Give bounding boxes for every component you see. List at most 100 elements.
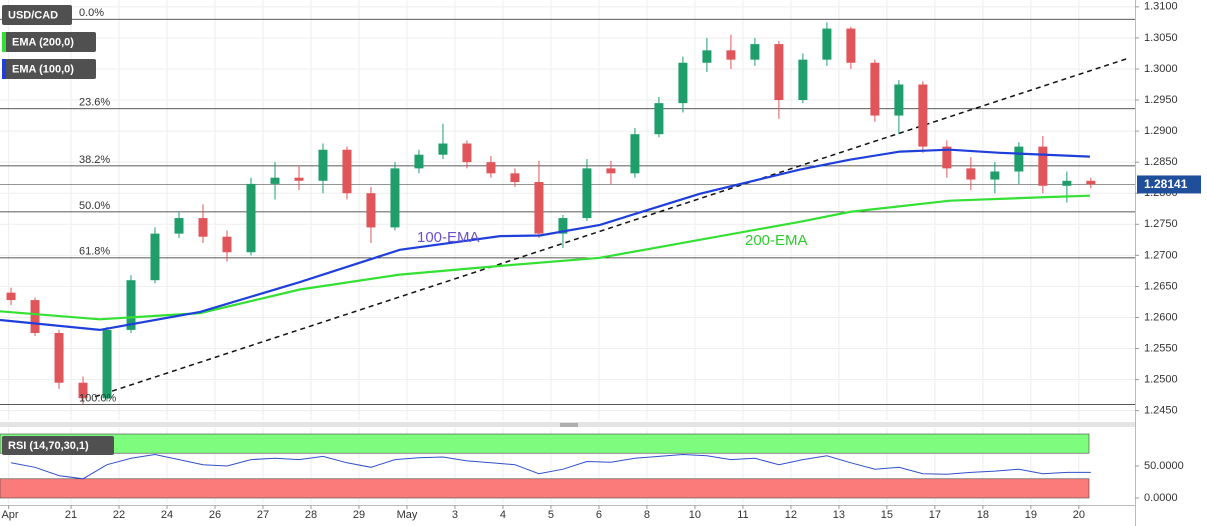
candle-body (606, 168, 616, 174)
y-tick-label: 1.3100 (1144, 1, 1178, 13)
x-tick-label: 22 (113, 509, 125, 521)
x-tick-label: 4 (500, 509, 506, 521)
legend-swatch (2, 59, 6, 79)
ema-line (0, 148, 1090, 332)
candle-body (678, 62, 688, 104)
candle-body (822, 28, 832, 60)
x-tick-label: 19 (1025, 509, 1037, 521)
candle-body (630, 134, 640, 174)
candle-body (222, 236, 232, 253)
fib-label: 0.0% (79, 7, 104, 19)
x-tick-label: 11 (737, 509, 748, 521)
ema-annotation: 100-EMA (417, 229, 480, 246)
x-tick-label: 18 (977, 509, 989, 521)
candle-body (246, 183, 256, 253)
candle-body (750, 44, 760, 60)
candle-body (702, 50, 712, 63)
y-tick-label: 1.2450 (1144, 405, 1178, 417)
fib-label: 100.0% (79, 392, 117, 404)
y-tick-label: 1.2550 (1144, 342, 1178, 354)
candle-body (942, 146, 952, 169)
candle-body (726, 50, 736, 60)
rsi-band (0, 433, 1090, 454)
fib-label: 38.2% (79, 154, 110, 166)
x-tick-label: 26 (209, 509, 221, 521)
x-tick-label: 29 (353, 509, 365, 521)
candle-body (198, 218, 208, 237)
candle-body (918, 84, 928, 147)
candle-body (558, 218, 568, 234)
candle-body (6, 292, 16, 301)
candle-body (510, 173, 520, 183)
candle-body (486, 162, 496, 174)
x-tick-label: 10 (689, 509, 701, 521)
legend-entry[interactable]: EMA (200,0) (12, 36, 74, 48)
x-tick-label: 28 (305, 509, 317, 521)
indicator-title[interactable]: RSI (14,70,30,1) (8, 440, 89, 452)
legend-box[interactable] (2, 32, 96, 52)
candle-body (366, 193, 376, 228)
x-tick-label: 8 (644, 509, 650, 521)
candle-body (654, 103, 664, 135)
y-tick-label: 1.2950 (1144, 94, 1178, 106)
y-tick-label: 0.0000 (1144, 492, 1178, 504)
x-tick-label: 13 (833, 509, 845, 521)
x-tick-label: Apr (1, 509, 18, 521)
x-tick-label: 20 (1073, 509, 1085, 521)
legend-box[interactable] (2, 59, 96, 79)
candle-body (870, 62, 880, 116)
candle-body (30, 300, 40, 334)
y-tick-label: 1.2600 (1144, 311, 1178, 323)
y-tick-label: 1.3000 (1144, 63, 1178, 75)
candle-body (126, 280, 136, 330)
candle-body (582, 168, 592, 219)
x-tick-label: 27 (257, 509, 269, 521)
last-price-label: 1.28141 (1144, 177, 1188, 191)
chart-title: USD/CAD (8, 9, 58, 21)
x-tick-label: 3 (452, 509, 458, 521)
legend-box[interactable] (2, 436, 114, 455)
candle-body (534, 182, 544, 234)
candle-body (342, 149, 352, 194)
last-price-box (1137, 175, 1201, 194)
candle-body (318, 149, 328, 181)
candle-body (1014, 146, 1024, 172)
x-tick-label: 5 (548, 509, 554, 521)
candle-body (438, 143, 448, 155)
candle-body (846, 28, 856, 63)
trend-line (94, 57, 1130, 398)
y-tick-label: 1.2700 (1144, 249, 1178, 261)
candle-body (462, 143, 472, 163)
rsi-band (0, 478, 1090, 499)
legend-box (2, 5, 72, 25)
y-tick-label: 1.2850 (1144, 156, 1178, 168)
y-tick-label: 50.0000 (1144, 460, 1184, 472)
x-tick-label: 21 (65, 509, 77, 521)
legend-swatch (2, 32, 6, 52)
fib-label: 23.6% (79, 97, 110, 109)
candle-body (414, 154, 424, 169)
candle-body (294, 177, 304, 181)
x-tick-label: 24 (161, 509, 173, 521)
x-tick-label: 15 (881, 509, 893, 521)
fib-label: 50.0% (79, 200, 110, 212)
legend-entry[interactable]: EMA (100,0) (12, 63, 74, 75)
rsi-line (10, 453, 1091, 480)
candle-body (774, 44, 784, 101)
candle-body (78, 382, 88, 399)
candle-body (1038, 146, 1048, 186)
candle-body (966, 168, 976, 180)
candle-body (1062, 180, 1072, 186)
y-tick-label: 1.2750 (1144, 218, 1178, 230)
x-tick-label: 6 (596, 509, 602, 521)
candle-body (894, 84, 904, 116)
marks-layer (0, 22, 1130, 480)
ema-line (0, 194, 1090, 321)
y-tick-label: 1.2900 (1144, 125, 1178, 137)
x-tick-label: 12 (785, 509, 797, 521)
x-tick-label: 17 (929, 509, 941, 521)
y-tick-label: 1.2500 (1144, 374, 1178, 386)
candle-body (390, 168, 400, 228)
